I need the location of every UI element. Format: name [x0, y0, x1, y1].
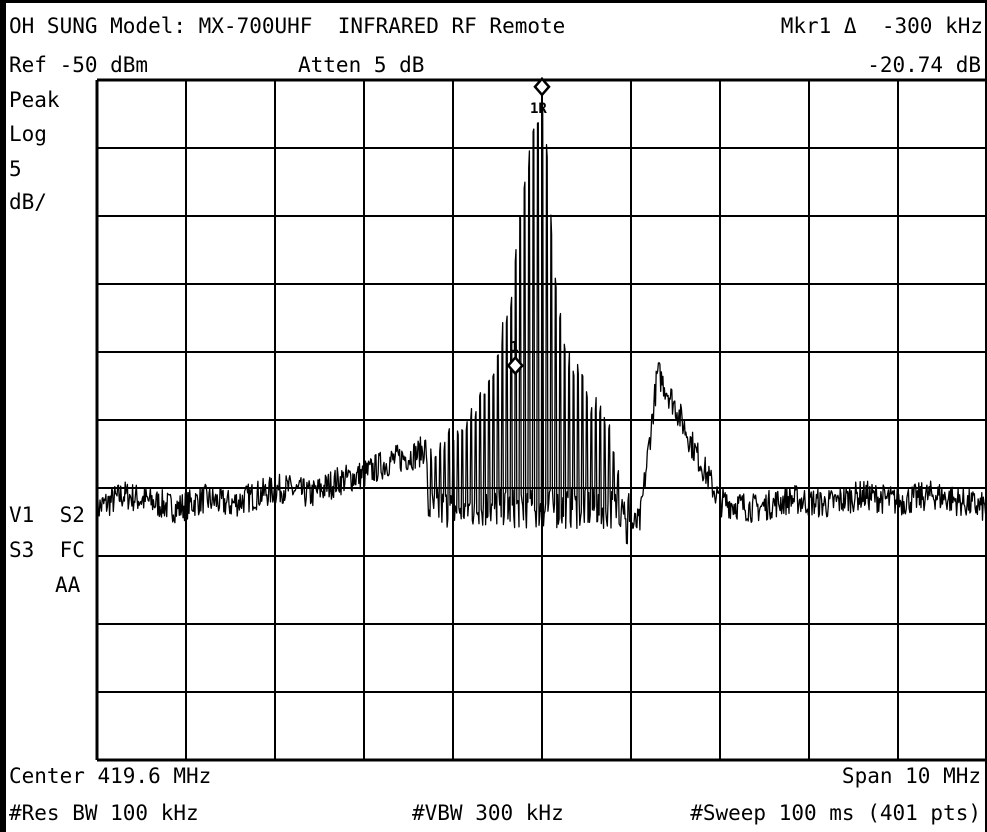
screen-frame-left: [0, 0, 6, 832]
attenuation: Atten 5 dB: [298, 53, 425, 77]
resolution-bandwidth: #Res BW 100 kHz: [9, 801, 199, 825]
scale-value: 5: [9, 157, 22, 181]
marker-delta-value: -20.74 dB: [867, 53, 981, 77]
marker-group: 1 1R: [506, 76, 551, 376]
frequency-span: Span 10 MHz: [841, 764, 981, 788]
marker-label-1: 1: [510, 340, 518, 356]
marker-label-2: 1R: [530, 101, 547, 117]
spectrum-trace: [96, 103, 987, 545]
center-frequency: Center 419.6 MHz: [9, 764, 212, 788]
screen-frame-top: [0, 0, 987, 3]
marker-diamond-2: [533, 76, 551, 97]
marker-delta-label: Mkr1 Δ -300 kHz: [780, 14, 983, 38]
video-bandwidth: #VBW 300 kHz: [412, 801, 564, 825]
status-aa: AA: [55, 573, 81, 597]
detector-mode: Peak: [9, 88, 60, 112]
scale-unit: dB/: [9, 190, 47, 214]
chart-title: OH SUNG Model: MX-700UHF INFRARED RF Rem…: [9, 14, 566, 38]
status-s3-fc: S3 FC: [9, 538, 85, 562]
status-v1-s2: V1 S2: [9, 503, 85, 527]
sweep-time: #Sweep 100 ms (401 pts): [690, 801, 981, 825]
marker-diamond-1: [506, 355, 524, 376]
reference-level: Ref -50 dBm: [9, 53, 149, 77]
scale-type: Log: [9, 122, 47, 146]
spectrum-trace-group: [96, 103, 987, 545]
